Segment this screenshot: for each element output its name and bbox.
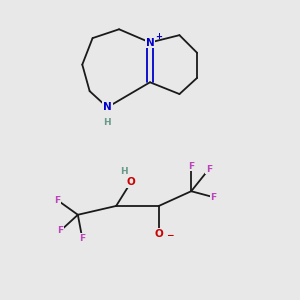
Text: O: O <box>154 229 163 239</box>
Text: F: F <box>210 193 216 202</box>
Text: F: F <box>79 234 85 243</box>
Text: F: F <box>188 162 194 171</box>
Text: N: N <box>103 102 112 112</box>
Text: F: F <box>206 165 212 174</box>
Text: N: N <box>146 38 154 47</box>
Text: O: O <box>127 177 135 188</box>
Text: −: − <box>166 231 174 240</box>
Text: +: + <box>155 32 162 40</box>
Text: F: F <box>57 226 63 236</box>
Text: H: H <box>120 167 127 176</box>
Text: F: F <box>54 196 60 205</box>
Text: H: H <box>103 118 111 127</box>
